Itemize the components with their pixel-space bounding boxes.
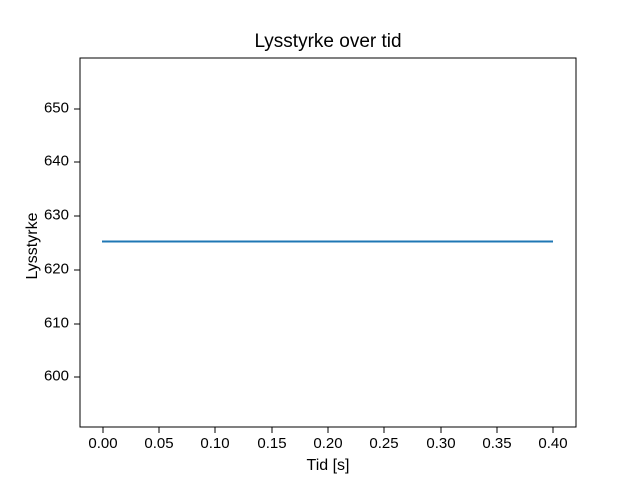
svg-text:0.10: 0.10 (200, 435, 229, 452)
svg-text:620: 620 (44, 261, 69, 278)
svg-text:0.15: 0.15 (257, 435, 286, 452)
svg-text:0.30: 0.30 (426, 435, 455, 452)
svg-text:610: 610 (44, 315, 69, 332)
svg-text:0.25: 0.25 (369, 435, 398, 452)
svg-text:600: 600 (44, 368, 69, 385)
svg-text:Lysstyrke: Lysstyrke (24, 212, 41, 279)
svg-text:650: 650 (44, 100, 69, 117)
svg-text:630: 630 (44, 207, 69, 224)
svg-text:0.20: 0.20 (313, 435, 342, 452)
svg-text:0.05: 0.05 (144, 435, 173, 452)
svg-text:640: 640 (44, 153, 69, 170)
svg-text:0.40: 0.40 (538, 435, 567, 452)
svg-text:Tid [s]: Tid [s] (307, 457, 350, 474)
svg-text:0.35: 0.35 (482, 435, 511, 452)
svg-text:Lysstyrke over tid: Lysstyrke over tid (254, 31, 401, 52)
svg-text:0.00: 0.00 (88, 435, 117, 452)
